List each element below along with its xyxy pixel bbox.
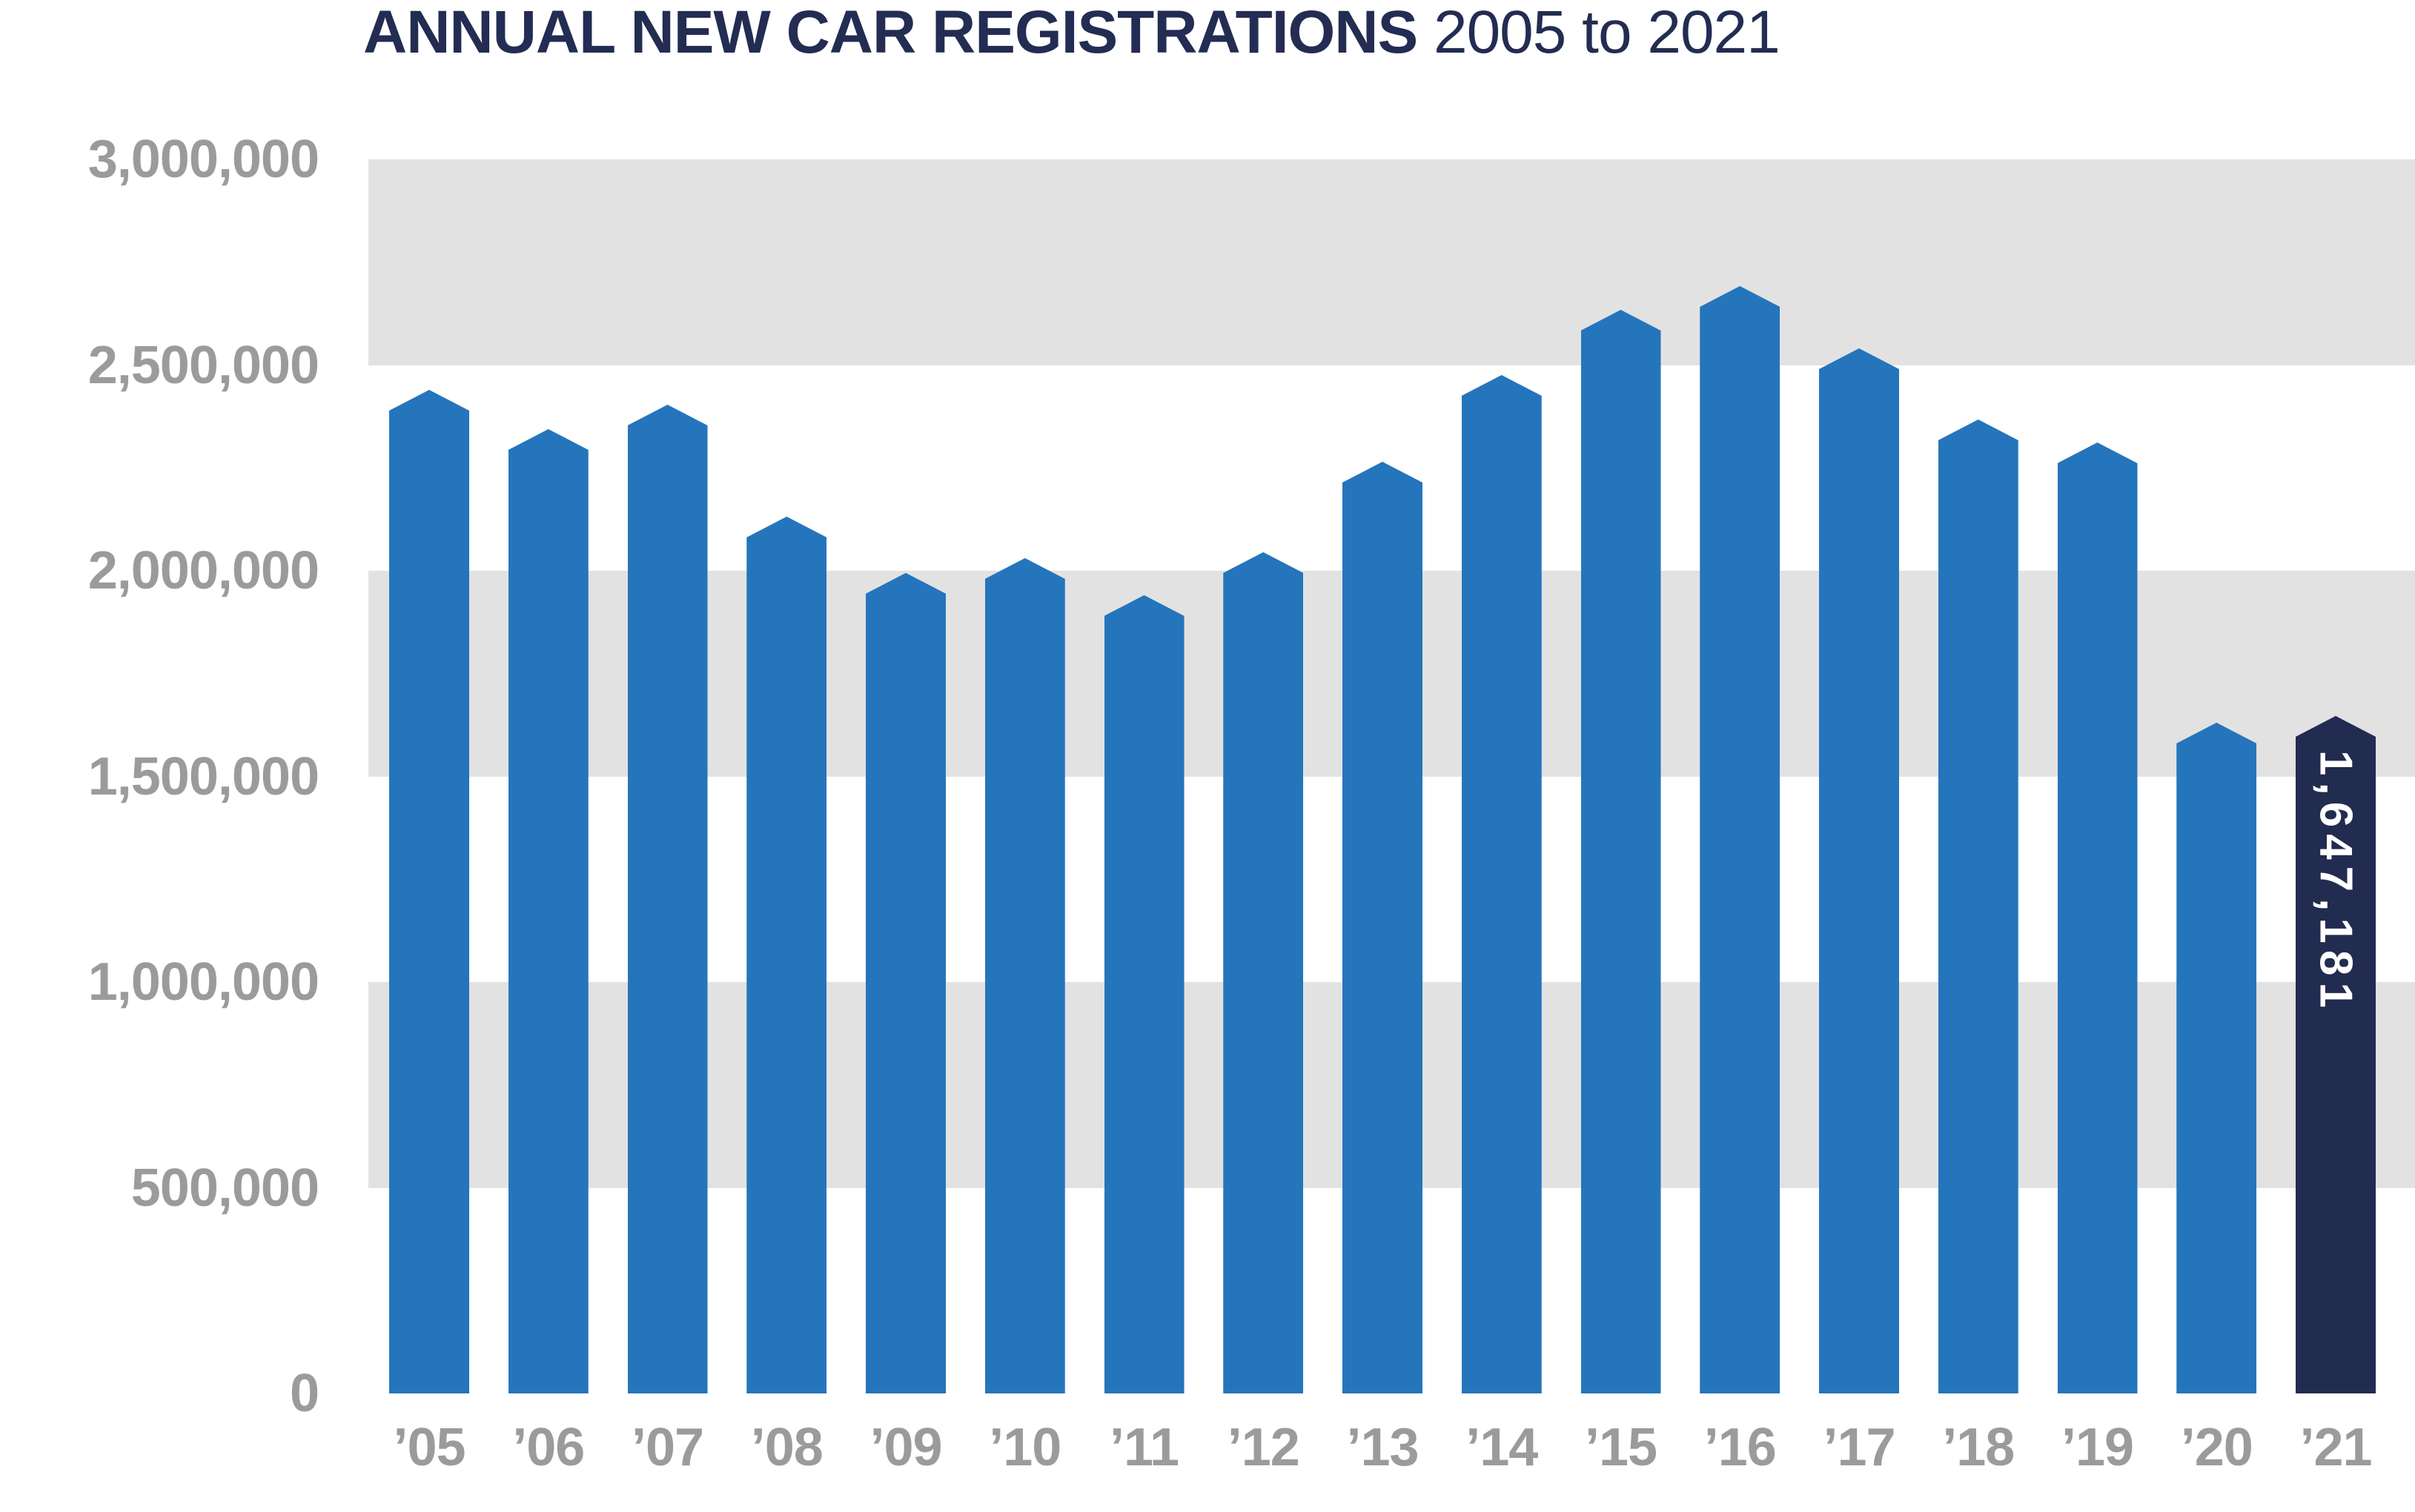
x-axis-label: ’05 [393,1418,466,1477]
bar-15 [1580,310,1661,1393]
chart-title: ANNUAL NEW CAR REGISTRATIONS 2005 to 202… [363,0,1780,70]
bar-06 [508,429,589,1393]
x-axis-label: ’14 [1465,1418,1538,1477]
x-axis-label: ’18 [1942,1418,2015,1477]
x-axis-cell: ’17 [1819,1417,1899,1478]
x-axis-label: ’20 [2180,1418,2253,1477]
x-axis-label: ’10 [989,1418,1061,1477]
x-axis-label: ’21 [2299,1418,2372,1477]
x-axis-label: ’13 [1346,1418,1419,1477]
chart-title-range: 2005 to 2021 [1417,0,1780,66]
x-axis-label: ’06 [512,1418,585,1477]
bar-19 [2057,442,2138,1393]
bar-07 [627,405,708,1393]
x-axis-label: ’12 [1227,1418,1300,1477]
x-axis-cell: ’14 [1462,1417,1542,1478]
bar-17 [1819,348,1899,1393]
y-tick-label: 3,000,000 [87,130,319,189]
x-axis-cell: ’16 [1700,1417,1780,1478]
y-tick-label: 1,500,000 [87,746,319,806]
x-axis-cell: ’05 [389,1417,469,1478]
y-tick-label: 2,500,000 [87,335,319,395]
bar-20 [2176,723,2257,1393]
x-axis-label: ’15 [1584,1418,1657,1477]
bar-13 [1342,462,1422,1393]
x-axis-cell: ’21 [2296,1417,2376,1478]
x-axis-cell: ’08 [746,1417,826,1478]
bar-08 [746,517,827,1393]
y-tick-label: 0 [289,1364,319,1423]
x-axis-cell: ’13 [1342,1417,1422,1478]
x-axis-cell: ’09 [866,1417,946,1478]
bar-value-label: 1,647,181 [2310,750,2362,1015]
y-tick-label: 1,000,000 [87,952,319,1012]
x-axis-cell: ’19 [2058,1417,2138,1478]
x-axis-labels-row: ’05 ’06 ’07 ’08 ’09 ’10 ’11 ’12 ’13 ’14 ’15 ’16 ’17 ’… [389,1417,2376,1478]
x-axis-label: ’08 [750,1418,824,1477]
x-axis-cell: ’11 [1104,1417,1185,1478]
x-axis-label: ’19 [2061,1418,2134,1477]
x-axis-label: ’11 [1109,1418,1179,1477]
x-axis-label: ’16 [1703,1418,1777,1477]
bar-05 [389,390,469,1393]
x-axis-cell: ’07 [628,1417,708,1478]
bar-14 [1461,375,1542,1393]
x-axis-cell: ’20 [2176,1417,2256,1478]
bar-21: 1,647,181 [2296,716,2376,1393]
x-axis-cell: ’18 [1938,1417,2018,1478]
x-axis-cell: ’15 [1581,1417,1661,1478]
bar-12 [1223,552,1304,1393]
x-axis-label: ’09 [869,1418,942,1477]
bar-09 [866,573,946,1393]
y-tick-label: 2,000,000 [87,541,319,600]
chart-title-main: ANNUAL NEW CAR REGISTRATIONS [363,0,1418,66]
x-axis-label: ’17 [1823,1418,1895,1477]
grid-band [368,159,2415,365]
y-tick-label: 500,000 [130,1158,319,1218]
bar-16 [1700,286,1780,1393]
bar-11 [1104,595,1185,1393]
x-axis-cell: ’06 [508,1417,589,1478]
bar-10 [984,558,1065,1393]
bar-18 [1938,420,2018,1393]
bars-row: 1,647,181 [389,159,2376,1393]
x-axis-label: ’07 [631,1418,704,1477]
x-axis-cell: ’10 [985,1417,1065,1478]
x-axis-cell: ’12 [1223,1417,1303,1478]
